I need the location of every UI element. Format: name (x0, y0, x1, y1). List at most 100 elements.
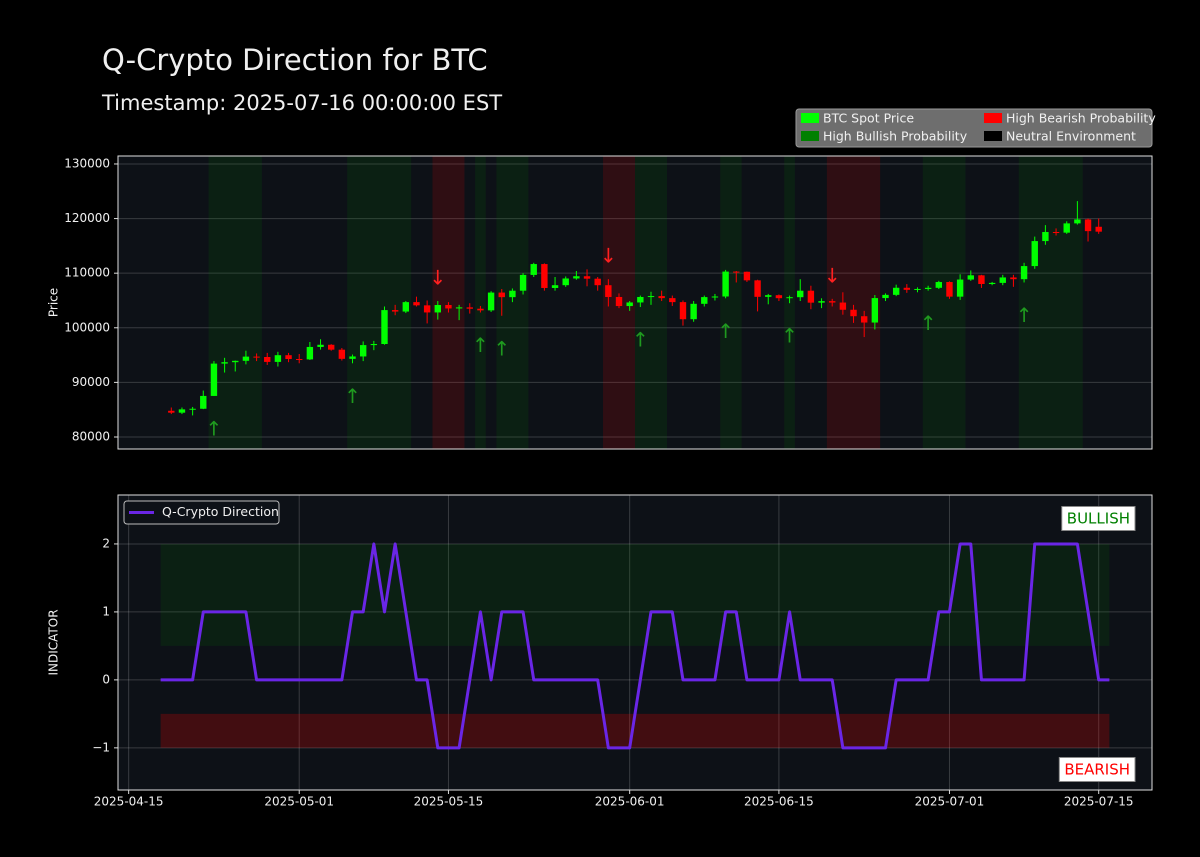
y-tick-label: −1 (92, 740, 110, 754)
bullish_periods (922, 156, 966, 449)
candle-body (477, 308, 484, 311)
candle-body (519, 274, 527, 291)
candle-body (626, 302, 633, 307)
signal-marker: ↑ (632, 328, 649, 352)
plot-area (118, 156, 1152, 449)
signal-marker: ↓ (824, 263, 841, 287)
candle-body (296, 359, 303, 361)
candle-body (786, 297, 793, 299)
bullish_periods (1018, 156, 1083, 449)
candle-body (1095, 226, 1102, 232)
signal-marker: ↑ (781, 324, 798, 348)
legend-label: Q-Crypto Direction (162, 504, 279, 519)
legend-swatch (984, 131, 1002, 141)
candle-body (892, 287, 900, 295)
signal-marker: ↓ (600, 244, 617, 268)
x-tick-label: 2025-07-15 (1064, 795, 1134, 809)
candle-body (338, 349, 346, 359)
plot-layer: ↑↑↑ ↑ ↑ ↑ ↑↑ ↑↓↓↓ (118, 156, 1152, 449)
plot-frame (117, 494, 1153, 791)
annotation: BEARISH (1064, 761, 1130, 779)
candle-body (594, 278, 601, 286)
y-axis-label: INDICATOR (47, 609, 61, 675)
candle-body (413, 302, 420, 306)
x-tick-label: 2025-04-15 (94, 795, 164, 809)
y-tick-label: 110000 (64, 266, 110, 280)
legend-swatch (801, 113, 819, 123)
candle-body (669, 298, 676, 303)
legend-swatch (984, 113, 1002, 123)
annotation-box (1061, 506, 1136, 531)
candle-body (306, 346, 314, 360)
x-tick-label: 2025-06-15 (744, 795, 814, 809)
legend-label: Neutral Environment (1006, 129, 1136, 144)
candle-body (999, 277, 1006, 283)
candle-body (455, 307, 463, 309)
bullish_periods (208, 156, 262, 449)
candle-body (434, 305, 441, 313)
candle-body (370, 343, 378, 346)
candle-body (349, 356, 356, 359)
y-tick-label: 100000 (64, 320, 110, 334)
candle-body (829, 301, 836, 303)
candle-body (1042, 232, 1049, 242)
candle-body (775, 295, 783, 299)
candle-body (168, 410, 175, 413)
candle-body (1084, 219, 1092, 232)
candle-body (605, 285, 612, 297)
legend-label: High Bearish Probability (1006, 111, 1156, 126)
candle-body (860, 316, 868, 323)
candle-body (573, 276, 580, 279)
y-axis-label: Price (47, 288, 61, 317)
candle-body (1010, 277, 1017, 280)
candle-body (210, 363, 218, 396)
candle-body (530, 264, 537, 275)
y-tick-label: 80000 (72, 429, 110, 443)
y-tick-label: 2 (102, 536, 110, 550)
candle-body (967, 275, 974, 280)
candle-body (381, 310, 388, 344)
y-tick-label: 90000 (72, 375, 110, 389)
bullish_periods (475, 156, 486, 449)
legend-box (123, 500, 280, 525)
candle-body (935, 282, 943, 288)
candle-body (701, 297, 708, 304)
candle-body (423, 305, 431, 313)
y-tick-label: 0 (102, 672, 110, 686)
candle-body (647, 296, 655, 298)
candle-body (274, 355, 282, 362)
candle-body (466, 307, 473, 309)
candle-body (839, 302, 847, 310)
y-tick-label: 120000 (64, 211, 110, 225)
candle-body (285, 355, 292, 360)
signal-marker: ↑ (344, 384, 361, 408)
candle-body (914, 288, 921, 290)
signal-marker: ↑ (206, 417, 223, 441)
bullish_periods (720, 156, 742, 449)
candle-body (317, 344, 324, 347)
x-tick-label: 2025-05-15 (414, 795, 484, 809)
candle-body (658, 296, 665, 299)
candle-body (402, 302, 410, 312)
bearish_periods (826, 156, 881, 449)
candle-body (509, 290, 516, 298)
candle-body (615, 296, 623, 307)
candle-body (391, 310, 399, 312)
candle-body (754, 280, 761, 297)
candle-body (487, 292, 495, 311)
x-tick-label: 2025-07-01 (915, 795, 985, 809)
bullish_periods (496, 156, 529, 449)
signal-marker: ↑ (1016, 303, 1033, 327)
y-tick-label: 130000 (64, 156, 110, 170)
candle-body (498, 292, 505, 298)
candle-body (232, 360, 239, 363)
legend-label: High Bullish Probability (823, 129, 968, 144)
legend-label: BTC Spot Price (823, 111, 914, 126)
bullish_periods (347, 156, 412, 449)
x-tick-label: 2025-06-01 (595, 795, 665, 809)
candle-body (1074, 219, 1081, 224)
candle-body (733, 271, 740, 273)
candle-body (264, 356, 271, 362)
candle-body (1063, 223, 1070, 233)
